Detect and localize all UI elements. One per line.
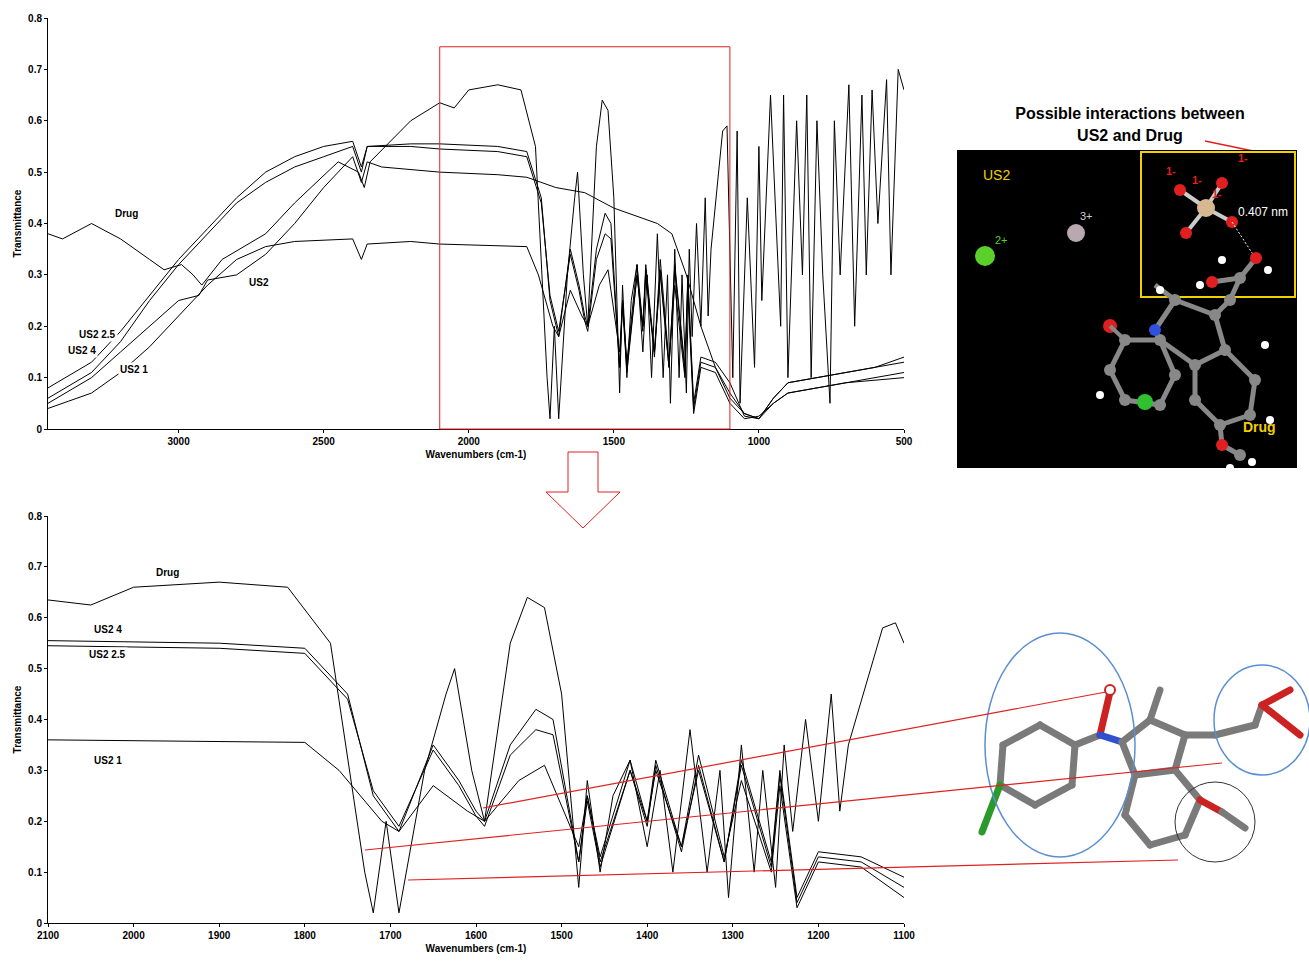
svg-text:Wavenumbers (cm-1): Wavenumbers (cm-1) — [426, 449, 527, 460]
svg-text:0.5: 0.5 — [28, 663, 42, 674]
svg-text:0.2: 0.2 — [28, 816, 42, 827]
svg-text:2000: 2000 — [122, 930, 145, 941]
svg-text:2000: 2000 — [458, 436, 481, 447]
svg-text:0.5: 0.5 — [28, 167, 42, 178]
svg-text:1400: 1400 — [636, 930, 659, 941]
svg-text:0.8: 0.8 — [28, 13, 42, 24]
svg-text:1300: 1300 — [722, 930, 745, 941]
svg-text:US2 4: US2 4 — [68, 345, 96, 356]
svg-text:2100: 2100 — [37, 930, 60, 941]
svg-text:0.8: 0.8 — [28, 511, 42, 522]
svg-text:US2: US2 — [249, 277, 269, 288]
svg-text:1-: 1- — [1192, 174, 1202, 186]
svg-text:2500: 2500 — [313, 436, 336, 447]
svg-text:US2 1: US2 1 — [94, 755, 122, 766]
svg-text:0.7: 0.7 — [28, 64, 42, 75]
svg-text:0.4: 0.4 — [28, 714, 42, 725]
svg-text:1-: 1- — [1212, 188, 1222, 200]
svg-text:0.6: 0.6 — [28, 115, 42, 126]
svg-text:0.1: 0.1 — [28, 372, 42, 383]
svg-text:US2: US2 — [983, 167, 1010, 183]
svg-text:0.7: 0.7 — [28, 561, 42, 572]
svg-text:0.1: 0.1 — [28, 867, 42, 878]
svg-text:1200: 1200 — [807, 930, 830, 941]
svg-text:1-: 1- — [1166, 165, 1176, 177]
svg-text:Transmittance: Transmittance — [12, 189, 23, 257]
svg-text:1500: 1500 — [603, 436, 626, 447]
svg-text:0: 0 — [36, 424, 42, 435]
svg-text:US2 and Drug: US2 and Drug — [1077, 127, 1183, 144]
svg-text:1000: 1000 — [748, 436, 771, 447]
svg-text:1700: 1700 — [379, 930, 402, 941]
svg-text:1600: 1600 — [465, 930, 488, 941]
svg-text:0.407 nm: 0.407 nm — [1238, 205, 1288, 219]
svg-text:US2 1: US2 1 — [120, 364, 148, 375]
svg-text:Drug: Drug — [1243, 419, 1276, 435]
svg-text:US2 2.5: US2 2.5 — [79, 329, 116, 340]
svg-text:1800: 1800 — [294, 930, 317, 941]
svg-text:2+: 2+ — [995, 234, 1008, 246]
svg-text:3+: 3+ — [1080, 210, 1093, 222]
svg-text:500: 500 — [896, 436, 913, 447]
svg-text:0.4: 0.4 — [28, 218, 42, 229]
svg-text:0.3: 0.3 — [28, 765, 42, 776]
svg-text:US2 4: US2 4 — [94, 624, 122, 635]
svg-text:1100: 1100 — [893, 930, 915, 941]
svg-text:Drug: Drug — [156, 567, 179, 578]
svg-text:1-: 1- — [1238, 152, 1248, 164]
svg-text:Possible interactions between: Possible interactions between — [1015, 105, 1244, 122]
svg-text:3000: 3000 — [167, 436, 190, 447]
svg-text:Wavenumbers (cm-1): Wavenumbers (cm-1) — [426, 943, 527, 954]
svg-text:Drug: Drug — [115, 208, 138, 219]
svg-text:1500: 1500 — [550, 930, 573, 941]
svg-text:Transmittance: Transmittance — [12, 685, 23, 753]
svg-text:0.2: 0.2 — [28, 321, 42, 332]
svg-text:0.3: 0.3 — [28, 269, 42, 280]
svg-text:1900: 1900 — [208, 930, 231, 941]
svg-text:0.6: 0.6 — [28, 612, 42, 623]
svg-text:0: 0 — [36, 918, 42, 929]
svg-text:US2 2.5: US2 2.5 — [89, 649, 126, 660]
